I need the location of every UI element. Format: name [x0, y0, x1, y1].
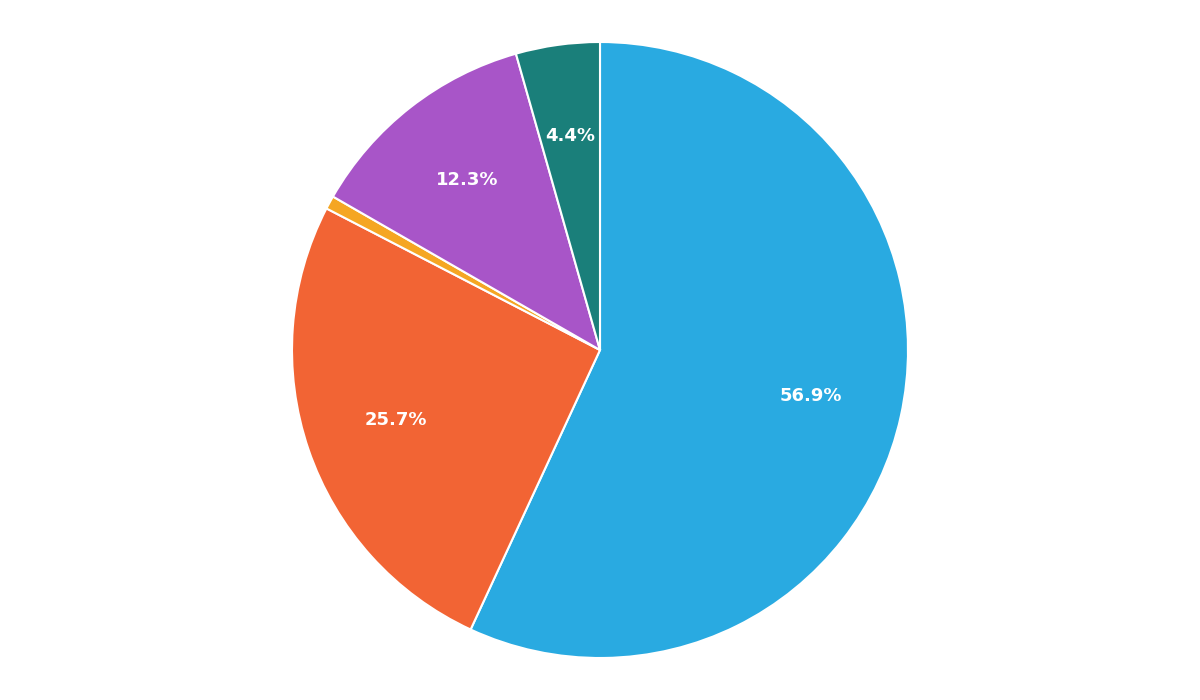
Wedge shape: [292, 209, 600, 629]
Wedge shape: [332, 54, 600, 350]
Text: 25.7%: 25.7%: [365, 411, 427, 429]
Wedge shape: [470, 42, 908, 658]
Text: 56.9%: 56.9%: [779, 387, 842, 405]
Text: 12.3%: 12.3%: [436, 171, 498, 189]
Wedge shape: [516, 42, 600, 350]
Wedge shape: [326, 197, 600, 350]
Text: 4.4%: 4.4%: [545, 127, 595, 146]
